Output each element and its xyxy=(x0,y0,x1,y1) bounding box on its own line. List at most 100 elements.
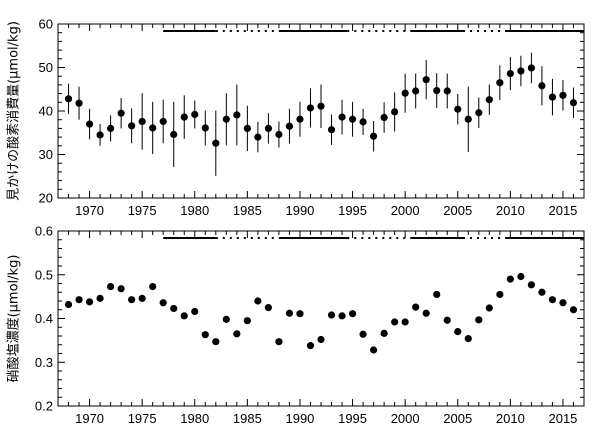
data-point xyxy=(391,108,399,116)
y-axis-label: 見かけの酸素消費量(μmol/kg) xyxy=(7,21,22,201)
data-point xyxy=(117,285,125,293)
x-tick-label: 1980 xyxy=(180,411,209,426)
data-point xyxy=(191,307,199,316)
data-point xyxy=(359,330,367,338)
data-point xyxy=(559,299,567,307)
data-point xyxy=(485,96,493,104)
data-point xyxy=(212,139,220,147)
data-point xyxy=(285,309,294,317)
data-point xyxy=(443,316,451,324)
data-point xyxy=(159,299,167,307)
data-point xyxy=(222,315,230,323)
data-point xyxy=(128,122,136,130)
data-point xyxy=(317,335,325,344)
x-tick-label: 1990 xyxy=(285,203,314,218)
x-tick-label: 1985 xyxy=(233,411,262,426)
data-point xyxy=(128,296,136,304)
data-point xyxy=(359,118,367,126)
data-point xyxy=(517,272,525,281)
data-point xyxy=(254,297,262,305)
x-tick-label: 1990 xyxy=(285,411,314,426)
x-tick-label: 2015 xyxy=(548,203,577,218)
data-point xyxy=(506,275,514,283)
data-point xyxy=(85,120,94,128)
data-point xyxy=(296,310,304,318)
data-point xyxy=(107,124,115,132)
x-tick-label: 1975 xyxy=(128,203,157,218)
data-point xyxy=(317,102,325,110)
y-tick-label: 0.5 xyxy=(35,267,53,282)
data-point xyxy=(264,124,272,132)
data-point xyxy=(201,124,209,132)
data-point xyxy=(496,290,504,299)
oxygen-consumption-panel: 1970 1975 1980 1985 1990 1995 2000 2005 2010 2015… xyxy=(7,17,585,218)
data-point xyxy=(380,329,388,337)
x-tick-label: 2000 xyxy=(391,411,420,426)
data-point xyxy=(391,318,399,326)
data-point xyxy=(412,303,420,311)
data-point xyxy=(201,331,209,339)
data-point xyxy=(433,290,441,299)
data-point xyxy=(327,126,336,134)
data-point xyxy=(254,133,262,141)
data-point xyxy=(306,104,315,112)
data-point xyxy=(233,330,241,338)
x-tick-label: 1975 xyxy=(128,411,157,426)
data-point xyxy=(548,93,557,101)
y-axis-label: 硝酸塩濃度(μmol/kg) xyxy=(6,255,22,383)
data-point xyxy=(443,87,451,95)
data-point xyxy=(538,288,546,296)
x-tick-label: 2005 xyxy=(443,203,472,218)
data-point xyxy=(75,99,83,107)
data-point xyxy=(212,338,220,346)
data-point xyxy=(475,109,483,117)
data-point xyxy=(296,115,304,123)
y-tick-label: 30 xyxy=(39,147,53,162)
data-point xyxy=(422,76,430,84)
data-point xyxy=(64,95,73,103)
data-point xyxy=(149,124,157,132)
x-tick-label: 2005 xyxy=(443,411,472,426)
y-tick-label: 40 xyxy=(39,104,53,119)
x-tick-label: 1995 xyxy=(338,203,367,218)
x-tick-label: 1995 xyxy=(338,411,367,426)
data-point xyxy=(107,282,115,291)
data-point xyxy=(454,328,462,336)
data-point xyxy=(264,303,272,312)
data-point xyxy=(338,113,346,121)
data-point xyxy=(517,67,525,75)
plot-frame xyxy=(57,230,585,407)
data-point xyxy=(85,298,94,306)
data-point xyxy=(275,130,283,139)
data-point xyxy=(75,296,83,304)
data-point xyxy=(159,117,167,126)
x-tick-label: 2000 xyxy=(391,203,420,218)
y-tick-label: 0.4 xyxy=(35,311,53,326)
data-point xyxy=(138,117,146,126)
data-point xyxy=(338,312,346,320)
nitrate-panel: 1970 1975 1980 1985 1990 1995 2000 2005 2010 2015… xyxy=(6,224,585,426)
y-tick-label: 50 xyxy=(39,60,53,75)
data-point xyxy=(96,294,104,302)
x-tick-label: 2010 xyxy=(496,411,525,426)
data-point xyxy=(348,115,357,123)
data-point xyxy=(538,82,546,90)
data-point xyxy=(496,79,504,87)
x-tick-label: 1985 xyxy=(233,203,262,218)
data-point xyxy=(233,111,241,119)
y-tick-label: 20 xyxy=(39,191,53,206)
x-tick-label: 1970 xyxy=(75,411,104,426)
y-tick-label: 0.6 xyxy=(35,224,53,239)
x-tick-label: 2015 xyxy=(548,411,577,426)
x-tick-label: 1970 xyxy=(75,203,104,218)
data-point xyxy=(180,312,188,320)
data-point xyxy=(64,300,73,309)
data-point xyxy=(485,304,493,312)
data-point xyxy=(422,309,430,317)
data-point xyxy=(454,105,462,113)
x-tick-label: 1980 xyxy=(180,203,209,218)
data-point xyxy=(401,89,409,97)
data-point xyxy=(527,64,536,72)
data-point xyxy=(243,317,251,325)
data-point xyxy=(433,86,441,95)
